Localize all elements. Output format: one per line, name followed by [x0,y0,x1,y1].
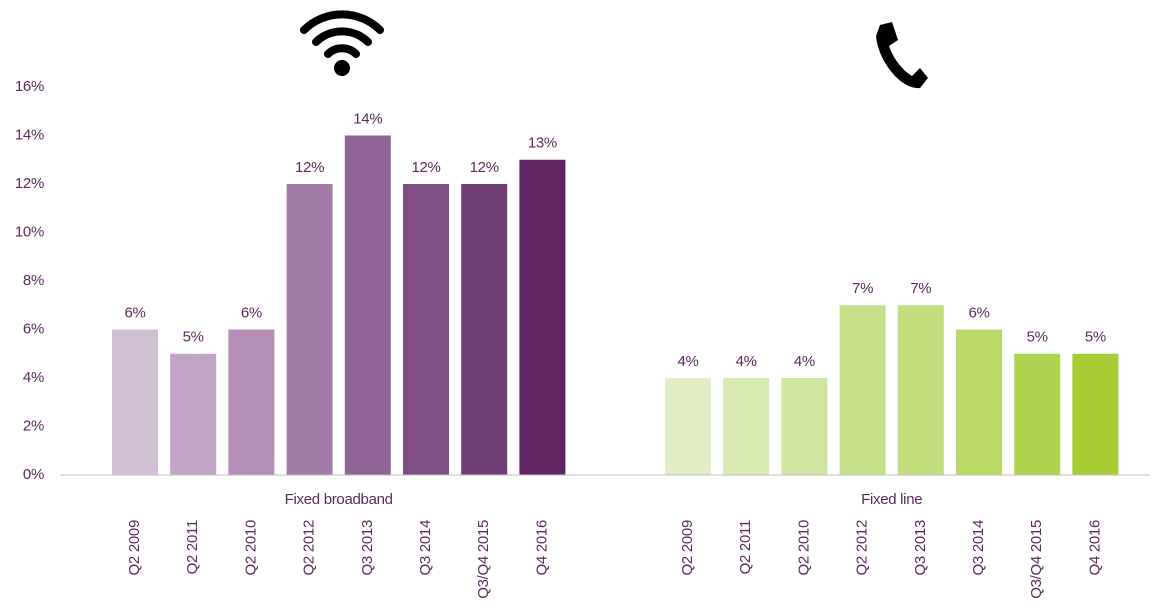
value-label: 4% [736,353,757,370]
y-tick-label: 12% [15,175,44,192]
bar [519,159,566,475]
wifi-icon [300,10,384,76]
value-label: 5% [183,329,204,346]
value-label: 6% [968,304,989,321]
bar [781,378,828,475]
bar [956,329,1002,475]
bar [665,378,711,475]
series-label: Q4 2016 [533,520,550,575]
y-tick-label: 4% [23,369,44,386]
group-label: Fixed line [861,491,922,508]
y-tick-label: 10% [15,223,44,240]
y-tick-label: 6% [23,320,44,337]
value-label: 7% [852,280,873,297]
bar [112,329,158,475]
series-label: Q2 2009 [679,520,696,575]
bar [1014,353,1061,475]
value-label: 4% [677,353,698,370]
value-label: 6% [241,304,262,321]
series-label: Q3 2013 [359,520,376,575]
value-label: 14% [353,110,382,127]
y-tick-label: 8% [23,272,44,289]
bar [170,353,217,475]
series-label: Q2 2011 [737,520,754,574]
y-tick-label: 14% [15,126,44,143]
series-label: Q2 2011 [184,520,201,574]
series-label: Q4 2016 [1086,520,1103,575]
bar [228,329,275,475]
series-label: Q3 2014 [417,520,434,575]
value-label: 12% [470,159,499,176]
bar [839,305,886,475]
value-label: 7% [910,280,931,297]
value-label: 4% [794,353,815,370]
series-label: Q2 2010 [242,520,259,575]
series-label: Q2 2009 [126,520,143,575]
y-tick-label: 2% [23,417,44,434]
value-label: 6% [124,304,145,321]
value-label: 13% [528,135,557,152]
value-label: 5% [1085,329,1106,346]
bar [1072,353,1119,475]
value-label: 12% [295,159,324,176]
series-label: Q2 2012 [301,520,318,575]
y-tick-label: 0% [23,466,44,483]
series-label: Q2 2010 [795,520,812,575]
bar [461,184,508,475]
group-label: Fixed broadband [285,491,393,508]
series-label: Q3 2013 [912,520,929,575]
y-tick-label: 16% [15,78,44,95]
bar [723,378,770,475]
bar [344,135,391,475]
bar [897,305,944,475]
series-label: Q3/Q4 2015 [475,520,492,599]
phone-icon [876,22,928,89]
series-label: Q3/Q4 2015 [1028,520,1045,599]
bar [286,184,333,475]
series-label: Q3 2014 [970,520,987,575]
value-label: 5% [1027,329,1048,346]
value-label: 12% [411,159,440,176]
series-label: Q2 2012 [854,520,871,575]
bar [403,184,449,475]
